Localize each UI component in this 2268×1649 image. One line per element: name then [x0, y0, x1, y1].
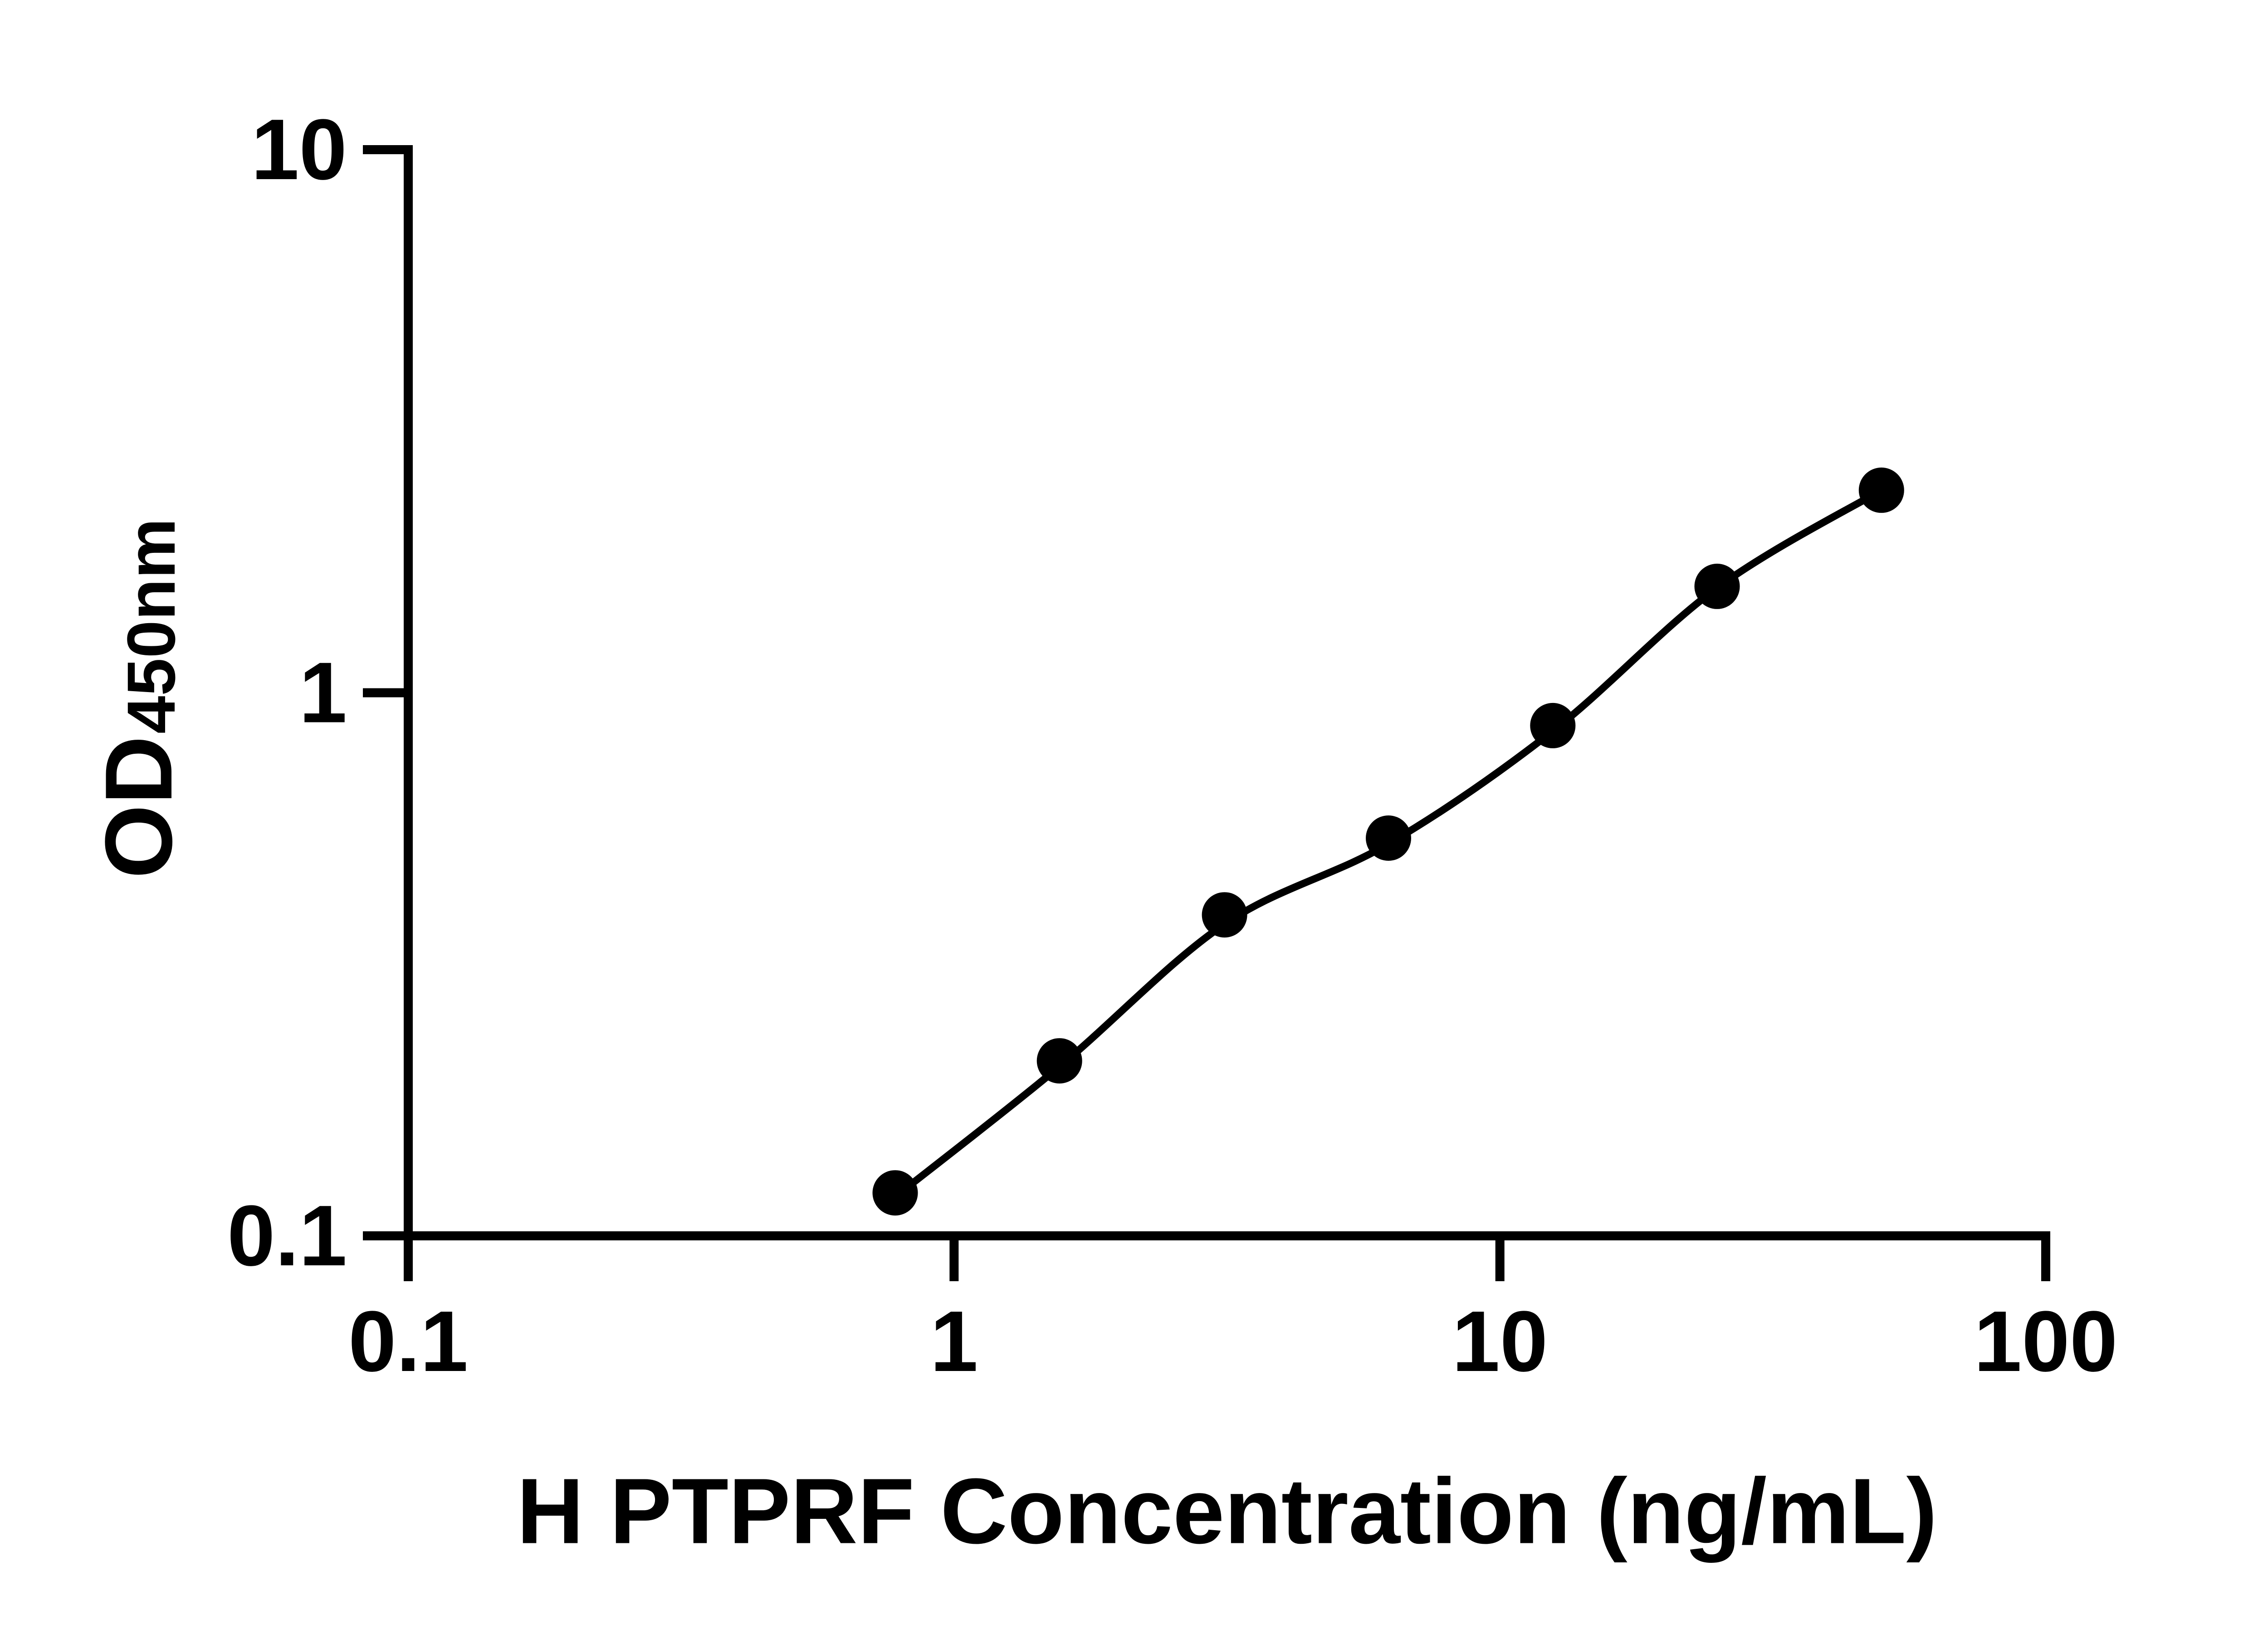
x-tick-label: 10: [1452, 1293, 1548, 1390]
y-tick-label: 10: [251, 102, 347, 198]
y-tick-label: 0.1: [227, 1188, 347, 1284]
y-tick-label: 1: [299, 645, 347, 741]
y-axis-label: OD 450nm: [85, 518, 192, 879]
y-axis-label-subscript: 450nm: [113, 518, 189, 734]
data-point-marker: [1036, 1038, 1082, 1084]
data-point-marker: [1858, 467, 1904, 513]
y-axis-label-main: OD: [85, 736, 192, 878]
x-tick-label: 0.1: [348, 1293, 468, 1390]
data-point-marker: [1202, 892, 1247, 938]
y-axis-tick-labels: 0.1 1 10: [227, 102, 347, 1284]
data-point-marker: [1694, 563, 1740, 609]
data-point-marker: [872, 1170, 918, 1216]
x-tick-label: 1: [930, 1293, 978, 1390]
axes: [363, 145, 2050, 1281]
x-axis-label: H PTPRF Concentration (ng/mL): [517, 1459, 1937, 1563]
data-point-marker: [1530, 703, 1576, 748]
x-axis-tick-labels: 0.1 1 10 100: [348, 1293, 2118, 1390]
data-points: [872, 467, 1904, 1216]
data-point-marker: [1366, 815, 1411, 861]
x-tick-label: 100: [1974, 1293, 2117, 1390]
